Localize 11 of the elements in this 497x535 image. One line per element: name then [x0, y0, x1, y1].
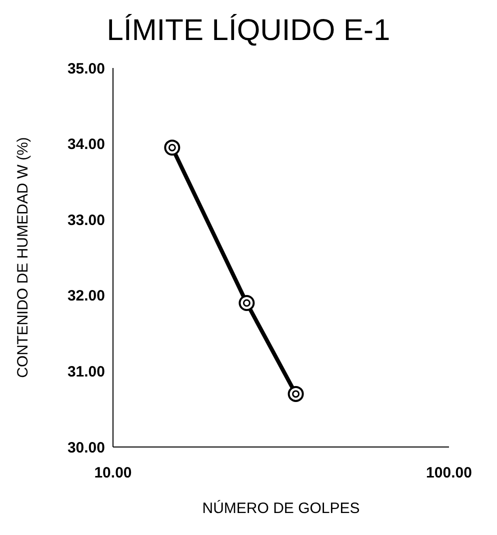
y-tick-label: 31.00	[67, 364, 105, 381]
x-tick-label: 100.00	[426, 464, 472, 482]
y-tick-label: 35.00	[67, 60, 105, 78]
y-axis-title: CONTENIDO DE HUMEDAD W (%)	[14, 137, 32, 378]
y-tick-label: 30.00	[67, 439, 105, 456]
chart-title: LÍMITE LÍQUIDO E-1	[106, 13, 392, 49]
y-tick-label: 33.00	[67, 212, 105, 229]
x-axis-title: NÚMERO DE GOLPES	[202, 499, 360, 517]
y-tick-label: 34.00	[67, 136, 105, 154]
y-tick-label: 32.00	[67, 288, 105, 305]
x-tick-label: 10.00	[94, 464, 132, 482]
